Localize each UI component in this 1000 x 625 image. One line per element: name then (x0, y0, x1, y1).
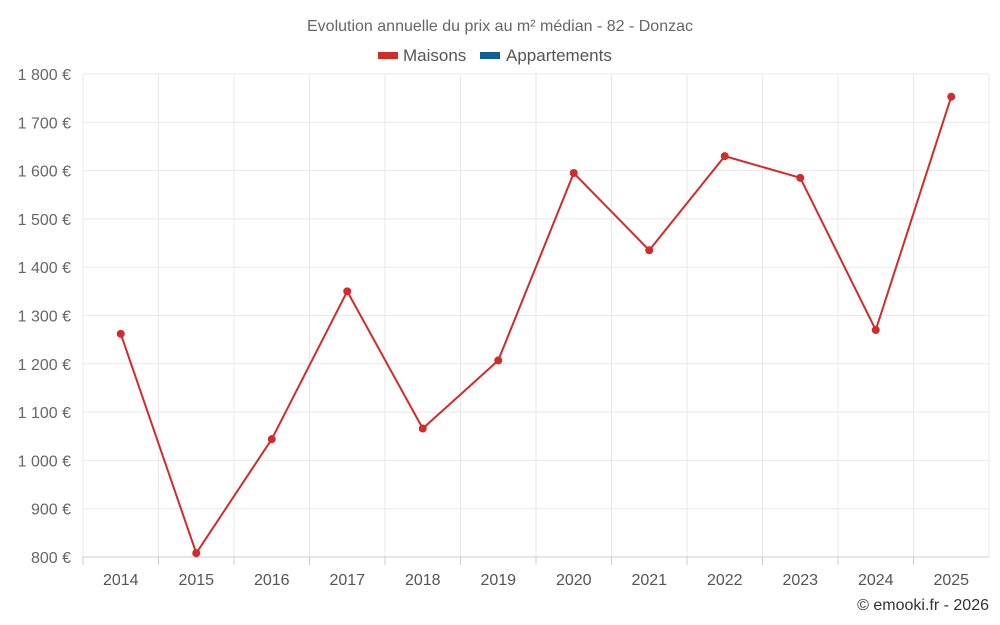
data-point-maisons[interactable] (569, 169, 578, 178)
data-point-maisons[interactable] (796, 173, 805, 182)
x-tick-label: 2018 (405, 572, 441, 589)
legend-swatch-maisons (378, 52, 398, 59)
x-tick-label: 2017 (329, 572, 365, 589)
data-point-maisons[interactable] (947, 92, 956, 101)
data-point-maisons[interactable] (267, 435, 276, 444)
y-tick-label: 1 300 € (18, 309, 71, 326)
y-tick-label: 1 000 € (18, 453, 71, 470)
data-point-maisons[interactable] (720, 152, 729, 161)
y-axis: 800 € 900 € 1 000 € 1 100 € 1 200 € 1 300 € 1 … (18, 67, 71, 567)
data-point-maisons[interactable] (192, 549, 201, 558)
y-tick-label: 1 200 € (18, 357, 71, 374)
data-point-maisons[interactable] (116, 329, 125, 338)
y-tick-label: 1 800 € (18, 67, 71, 84)
y-tick-label: 1 700 € (18, 115, 71, 132)
y-tick-label: 1 400 € (18, 260, 71, 277)
legend-swatch-appartements (480, 52, 500, 59)
x-tick-label: 2023 (782, 572, 818, 589)
grid (82, 73, 990, 558)
data-point-maisons[interactable] (418, 424, 427, 433)
series-line-maisons (119, 96, 953, 555)
y-tick-label: 1 600 € (18, 164, 71, 181)
data-point-maisons[interactable] (494, 356, 503, 365)
legend-label-maisons[interactable]: Maisons (403, 46, 466, 65)
y-tick-label: 1 100 € (18, 405, 71, 422)
data-point-maisons[interactable] (343, 287, 352, 296)
x-tick-label: 2021 (631, 572, 667, 589)
y-tick-label: 900 € (31, 502, 71, 519)
chart-title: Evolution annuelle du prix au m² médian … (307, 18, 693, 35)
credit-text: © emooki.fr - 2026 (857, 597, 989, 614)
x-tick-label: 2014 (103, 572, 139, 589)
data-point-maisons[interactable] (871, 325, 880, 334)
y-tick-label: 1 500 € (18, 212, 71, 229)
x-tick-label: 2016 (254, 572, 290, 589)
x-tick-label: 2025 (933, 572, 969, 589)
x-axis: 2014 2015 2016 2017 2018 2019 2020 2021 2022 2023… (82, 556, 989, 589)
x-tick-label: 2015 (178, 572, 214, 589)
legend: Maisons Appartements (378, 46, 612, 65)
x-tick-label: 2019 (480, 572, 516, 589)
data-point-maisons[interactable] (645, 246, 654, 255)
legend-label-appartements[interactable]: Appartements (506, 46, 612, 65)
series-maisons (116, 92, 956, 558)
x-tick-label: 2024 (858, 572, 894, 589)
y-tick-label: 800 € (31, 550, 71, 567)
x-tick-label: 2020 (556, 572, 592, 589)
x-tick-label: 2022 (707, 572, 743, 589)
